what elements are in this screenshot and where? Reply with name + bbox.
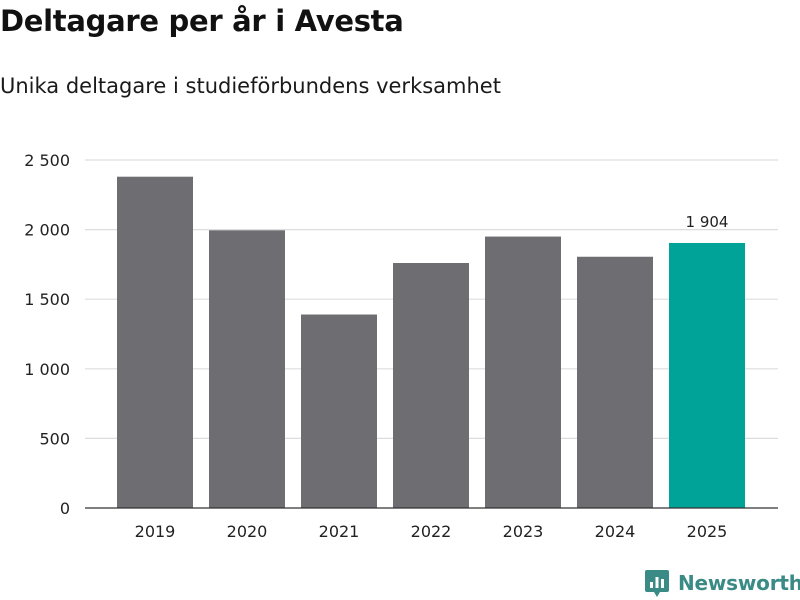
- data-label: 1 904: [686, 213, 729, 231]
- x-tick-label: 2019: [135, 522, 176, 541]
- x-tick-label: 2025: [687, 522, 728, 541]
- x-tick-label: 2021: [319, 522, 360, 541]
- y-tick-label: 0: [60, 499, 70, 518]
- y-tick-label: 1 000: [24, 360, 70, 379]
- chart-subtitle: Unika deltagare i studieförbundens verks…: [0, 74, 501, 98]
- x-tick-label: 2020: [227, 522, 268, 541]
- bar: [209, 230, 285, 508]
- brand-logo: Newsworthy: [644, 568, 800, 598]
- y-tick-label: 1 500: [24, 290, 70, 309]
- y-tick-label: 2 000: [24, 221, 70, 240]
- newsworthy-chart-icon: [645, 570, 669, 597]
- x-tick-label: 2023: [503, 522, 544, 541]
- bar: [669, 242, 745, 508]
- bar: [485, 236, 561, 508]
- brand-name: Newsworthy: [678, 571, 800, 595]
- bar: [393, 263, 469, 508]
- y-tick-label: 2 500: [24, 151, 70, 170]
- bar: [577, 256, 653, 508]
- x-tick-label: 2024: [595, 522, 636, 541]
- x-tick-label: 2022: [411, 522, 452, 541]
- bar: [117, 176, 193, 509]
- bar: [301, 314, 377, 508]
- chart-title: Deltagare per år i Avesta: [0, 4, 404, 38]
- y-tick-label: 500: [39, 429, 70, 448]
